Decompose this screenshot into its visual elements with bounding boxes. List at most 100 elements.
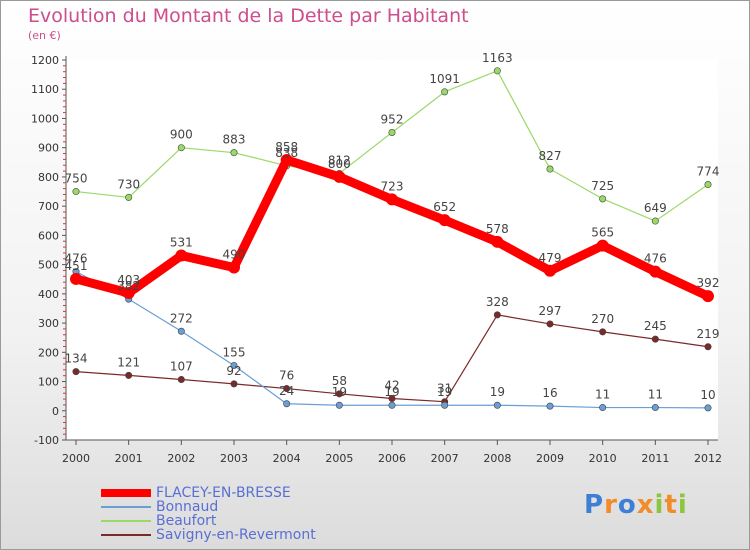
data-point: [599, 404, 607, 412]
legend: FLACEY-EN-BRESSE Bonnaud Beaufort Savigny-e…: [101, 486, 316, 542]
brand-logo: Proxiti: [584, 490, 688, 520]
data-point: [72, 368, 80, 376]
data-point: [544, 264, 556, 277]
data-label: 382: [117, 279, 140, 293]
data-label: 134: [65, 352, 88, 366]
data-point: [230, 380, 238, 388]
data-label: 328: [486, 295, 509, 309]
data-point: [228, 261, 240, 274]
data-label: 245: [644, 319, 667, 333]
legend-label: FLACEY-EN-BRESSE: [156, 485, 291, 501]
data-point: [599, 195, 607, 203]
data-label: 578: [486, 222, 509, 236]
data-label: 10: [700, 388, 715, 402]
y-tick-label: 600: [38, 229, 59, 242]
data-label: 11: [648, 388, 663, 402]
data-point: [704, 181, 712, 189]
legend-swatch: [101, 506, 151, 508]
x-tick-label: 2005: [325, 452, 353, 465]
x-tick-label: 2001: [115, 452, 143, 465]
y-tick-label: 1000: [31, 112, 59, 125]
data-label: 565: [591, 226, 614, 240]
data-label: 479: [539, 251, 562, 265]
data-point: [177, 375, 185, 383]
data-label: 812: [328, 153, 351, 167]
data-label: 730: [117, 177, 140, 191]
data-point: [388, 401, 396, 409]
data-point: [175, 249, 188, 262]
data-point: [386, 193, 398, 206]
data-label: 19: [437, 385, 452, 399]
logo-letter: o: [617, 490, 637, 520]
data-point: [283, 400, 291, 408]
data-label: 838: [275, 146, 298, 160]
data-label: 1091: [429, 72, 460, 86]
data-label: 774: [697, 165, 720, 179]
data-label: 403: [117, 273, 140, 287]
data-label: 652: [433, 200, 456, 214]
x-tick-label: 2009: [536, 452, 564, 465]
data-point: [72, 188, 80, 196]
data-label: 92: [226, 364, 241, 378]
data-point: [702, 290, 714, 303]
data-label: 58: [332, 374, 347, 388]
data-label: 42: [384, 378, 399, 392]
legend-item: Savigny-en-Revermont: [101, 528, 316, 542]
y-tick-label: 1100: [31, 83, 59, 96]
data-label: 858: [275, 140, 298, 154]
logo-letter: i: [654, 490, 665, 520]
legend-label: Beaufort: [156, 513, 217, 529]
data-point: [70, 272, 82, 285]
data-point: [704, 404, 712, 412]
logo-letter: i: [677, 490, 688, 520]
data-point: [651, 404, 659, 412]
data-point: [335, 401, 343, 409]
data-label: 76: [279, 369, 294, 383]
data-point: [493, 67, 501, 75]
data-label: 392: [697, 276, 720, 290]
data-label: 11: [595, 388, 610, 402]
legend-item: Bonnaud: [101, 500, 316, 514]
data-point: [546, 165, 554, 173]
data-point: [230, 149, 238, 157]
data-point: [122, 286, 135, 299]
data-label: 649: [644, 201, 667, 215]
data-label: 900: [170, 128, 193, 142]
data-label: 476: [644, 252, 667, 266]
x-tick-label: 2004: [273, 452, 301, 465]
data-point: [177, 327, 185, 335]
data-label: 451: [65, 259, 88, 273]
data-label: 272: [170, 311, 193, 325]
y-tick-label: 400: [38, 288, 59, 301]
data-point: [230, 361, 238, 369]
data-label: 19: [332, 385, 347, 399]
y-tick-label: 1200: [31, 54, 59, 67]
x-tick-label: 2007: [431, 452, 459, 465]
data-label: 725: [591, 179, 614, 193]
x-tick-label: 2006: [378, 452, 406, 465]
chart-unit: (en €): [28, 29, 61, 42]
data-point: [649, 265, 662, 278]
data-label: 155: [223, 345, 246, 359]
x-tick-label: 2002: [167, 452, 195, 465]
data-label: 800: [328, 157, 351, 171]
chart-title: Evolution du Montant de la Dette par Hab…: [28, 5, 469, 27]
y-tick-label: 500: [38, 259, 59, 272]
x-tick-label: 2011: [641, 452, 669, 465]
data-label: 31: [437, 382, 452, 396]
y-tick-label: 800: [38, 171, 59, 184]
data-point: [441, 88, 449, 96]
data-point: [335, 390, 343, 398]
data-label: 270: [591, 312, 614, 326]
data-label: 723: [381, 179, 404, 193]
logo-letter: P: [584, 490, 605, 520]
y-tick-label: 0: [52, 405, 59, 418]
data-point: [493, 311, 501, 319]
legend-label: Bonnaud: [156, 499, 219, 515]
data-point: [704, 343, 712, 351]
data-point: [125, 193, 133, 201]
data-point: [177, 144, 185, 152]
data-point: [546, 402, 554, 410]
